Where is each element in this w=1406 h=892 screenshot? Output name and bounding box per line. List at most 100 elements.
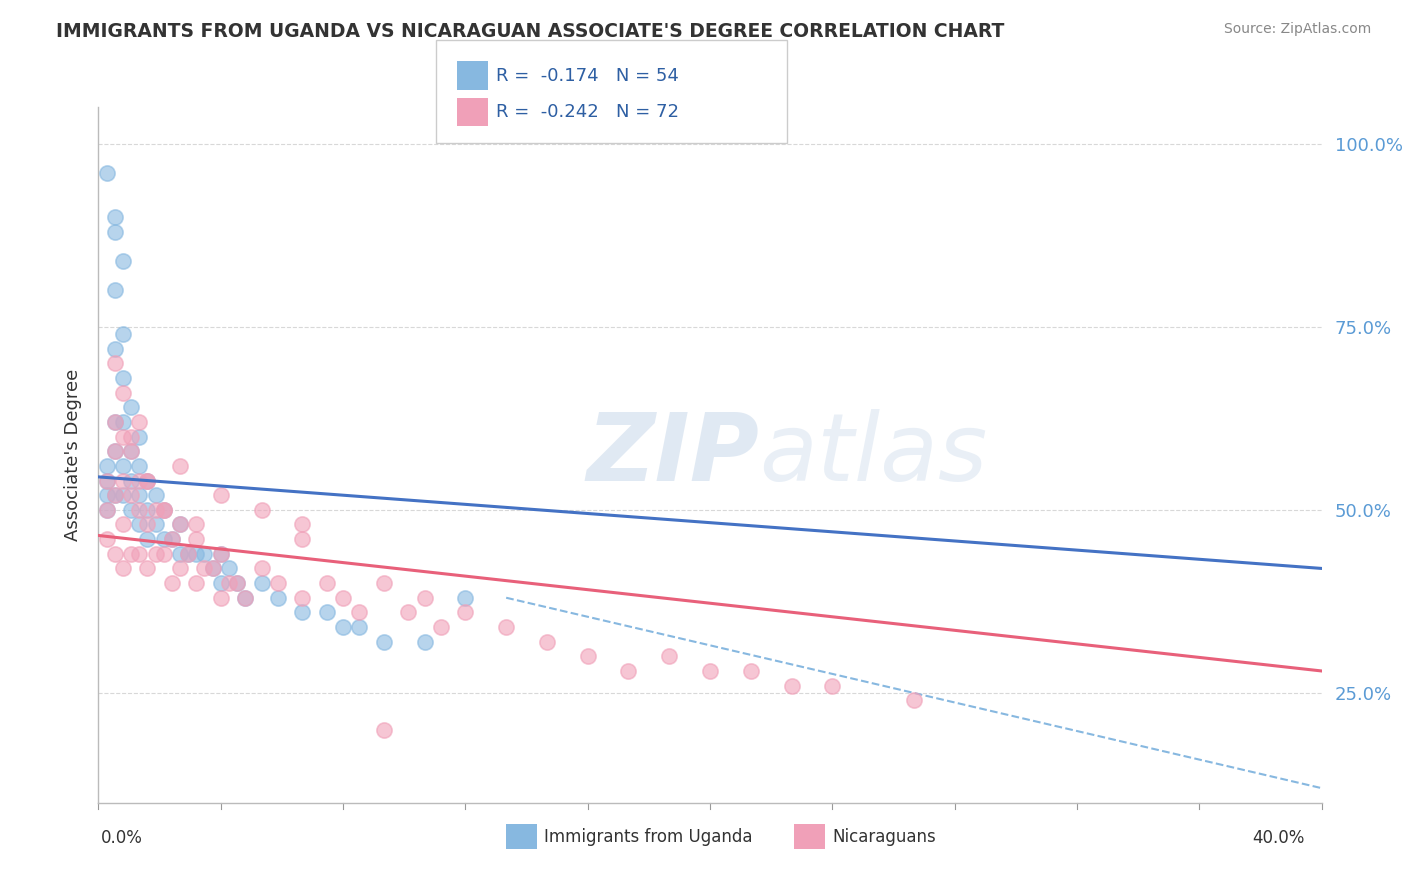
Point [152,503,174,517]
Point [96,532,118,546]
Point [104,225,127,239]
Point [136,517,159,532]
Point [104,283,127,297]
Point [120,401,142,415]
Point [145,517,167,532]
Point [373,634,395,648]
Point [413,634,436,648]
Point [128,517,150,532]
Point [349,606,371,620]
Point [104,210,127,224]
Point [169,561,191,575]
Point [104,356,127,370]
Text: atlas: atlas [759,409,987,500]
Point [250,576,273,591]
Point [136,474,159,488]
Point [186,532,208,546]
Point [160,576,183,591]
Point [291,532,314,546]
Point [291,517,314,532]
Point [136,503,159,517]
Point [233,591,256,605]
Point [430,620,453,634]
Point [111,474,134,488]
Point [177,547,200,561]
Point [96,458,118,473]
Point [780,679,803,693]
Point [152,547,174,561]
Point [267,576,290,591]
Point [209,547,232,561]
Point [332,591,354,605]
Point [120,488,142,502]
Point [186,517,208,532]
Point [120,474,142,488]
Point [120,444,142,458]
Text: Immigrants from Uganda: Immigrants from Uganda [544,828,752,846]
Text: R =  -0.242   N = 72: R = -0.242 N = 72 [496,103,679,121]
Point [291,591,314,605]
Point [111,458,134,473]
Point [136,532,159,546]
Point [169,458,191,473]
Point [396,606,419,620]
Point [201,561,224,575]
Point [128,415,150,429]
Point [96,474,118,488]
Point [193,547,215,561]
Point [145,488,167,502]
Point [145,547,167,561]
Point [96,166,118,180]
Point [104,488,127,502]
Text: 0.0%: 0.0% [101,829,143,847]
Point [111,488,134,502]
Point [128,474,150,488]
Point [128,429,150,443]
Point [576,649,599,664]
Point [120,444,142,458]
Point [226,576,249,591]
Point [218,561,240,575]
Point [104,444,127,458]
Point [250,503,273,517]
Point [104,547,127,561]
Point [454,606,477,620]
Point [201,561,224,575]
Point [315,576,337,591]
Point [136,474,159,488]
Point [169,517,191,532]
Point [193,561,215,575]
Point [120,547,142,561]
Point [128,458,150,473]
Point [104,415,127,429]
Point [209,576,232,591]
Point [104,415,127,429]
Point [120,429,142,443]
Point [111,327,134,342]
Point [111,517,134,532]
Point [145,503,167,517]
Point [617,664,640,678]
Point [104,444,127,458]
Point [267,591,290,605]
Point [226,576,249,591]
Text: Nicaraguans: Nicaraguans [832,828,936,846]
Point [111,253,134,268]
Point [136,561,159,575]
Text: Source: ZipAtlas.com: Source: ZipAtlas.com [1223,22,1371,37]
Point [128,503,150,517]
Point [209,488,232,502]
Point [209,547,232,561]
Point [740,664,762,678]
Point [111,415,134,429]
Point [658,649,681,664]
Point [209,591,232,605]
Point [152,503,174,517]
Point [128,488,150,502]
Point [111,429,134,443]
Point [821,679,844,693]
Text: IMMIGRANTS FROM UGANDA VS NICARAGUAN ASSOCIATE'S DEGREE CORRELATION CHART: IMMIGRANTS FROM UGANDA VS NICARAGUAN ASS… [56,22,1005,41]
Point [250,561,273,575]
Point [218,576,240,591]
Point [186,547,208,561]
